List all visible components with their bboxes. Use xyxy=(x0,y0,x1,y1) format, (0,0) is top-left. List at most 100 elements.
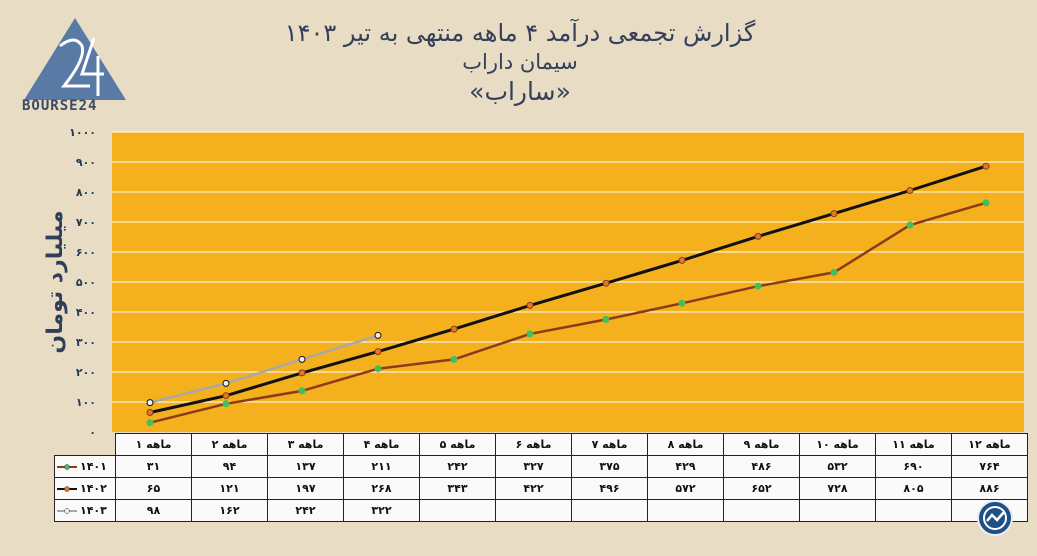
data-table: ۱ ماهه ۲ ماهه ۳ ماهه ۴ ماهه ۵ ماهه ۶ ماهه ۷ ما… xyxy=(54,433,1028,522)
y-tick-label: ۳۰۰ xyxy=(76,336,96,349)
data-label: ۷۲۸ xyxy=(799,477,876,500)
data-label: ۹۸ xyxy=(115,499,192,522)
y-tick-label: ۴۰۰ xyxy=(76,306,96,319)
y-tick-label: ۹۰۰ xyxy=(76,156,96,169)
category-label: ۱۲ ماهه xyxy=(951,433,1028,456)
data-point xyxy=(222,392,230,400)
category-label: ۹ ماهه xyxy=(723,433,800,456)
chart-title: گزارش تجمعی درآمد ۴ ماهه منتهی به تیر ۱۴… xyxy=(284,19,756,47)
series-points xyxy=(146,162,990,427)
y-tick-label: ۲۰۰ xyxy=(76,366,96,379)
data-point xyxy=(374,331,382,339)
category-label: ۸ ماهه xyxy=(647,433,724,456)
data-label: ۷۶۴ xyxy=(951,455,1028,478)
line-chart: ۰ ۱۰۰ ۲۰۰ ۳۰۰ ۴۰۰ ۵۰۰ ۶۰۰ ۷۰۰ ۸۰۰ ۹۰۰ ۱۰۰۰ میلیارد… xyxy=(43,126,1024,434)
data-point xyxy=(602,316,610,323)
category-label: ۲ ماهه xyxy=(191,433,268,456)
data-label: ۴۲۲ xyxy=(495,477,572,500)
category-label: ۱۰ ماهه xyxy=(799,433,876,456)
series-line-1 xyxy=(149,164,987,414)
data-label: ۵۳۲ xyxy=(799,455,876,478)
data-point xyxy=(678,299,686,307)
y-tick-label: ۵۰۰ xyxy=(76,276,96,289)
data-point xyxy=(754,282,762,290)
legend-key: ۱۴۰۳ xyxy=(54,499,116,522)
data-point xyxy=(526,330,534,338)
data-label xyxy=(799,499,876,522)
chart-titles: گزارش تجمعی درآمد ۴ ماهه منتهی به تیر ۱۴… xyxy=(180,18,860,108)
data-point xyxy=(450,325,458,333)
data-label xyxy=(723,499,800,522)
data-label: ۴۹۶ xyxy=(571,477,648,500)
legend-label: ۱۴۰۳ xyxy=(80,504,107,517)
data-point xyxy=(146,419,154,427)
table-row: ۱۴۰۱ ۳۱ ۹۴ ۱۳۷ ۲۱۱ ۲۴۲ ۳۲۷ ۳۷۵ ۴۲۹ ۴۸۶ ۵۳۲ ۶۹۰ ۷۶۴ xyxy=(54,455,1028,478)
data-point xyxy=(146,399,154,407)
data-label: ۸۰۵ xyxy=(875,477,952,500)
category-label: ۷ ماهه xyxy=(571,433,648,456)
data-label: ۶۹۰ xyxy=(875,455,952,478)
data-label xyxy=(647,499,724,522)
data-point xyxy=(602,279,610,287)
y-axis-label: میلیارد تومان xyxy=(43,210,68,353)
legend-swatch xyxy=(57,486,77,492)
logo-text: BOURSE24 xyxy=(22,98,98,114)
category-label: ۴ ماهه xyxy=(343,433,420,456)
data-label xyxy=(419,499,496,522)
y-tick-label: ۱۰۰ xyxy=(76,396,96,409)
grid-lines xyxy=(112,131,1024,403)
data-label: ۴۸۶ xyxy=(723,455,800,478)
legend-label: ۱۴۰۲ xyxy=(80,482,107,495)
data-label: ۲۶۸ xyxy=(343,477,420,500)
category-label: ۱ ماهه xyxy=(115,433,192,456)
series-line-2 xyxy=(149,334,379,404)
bourse24-logo xyxy=(20,16,130,120)
data-label: ۶۵۲ xyxy=(723,477,800,500)
legend-label: ۱۴۰۱ xyxy=(80,460,107,473)
data-label: ۲۱۱ xyxy=(343,455,420,478)
data-point xyxy=(222,379,230,387)
category-label: ۳ ماهه xyxy=(267,433,344,456)
data-point xyxy=(222,400,230,408)
data-label: ۱۶۲ xyxy=(191,499,268,522)
series-lines xyxy=(149,164,987,424)
data-label: ۳۷۵ xyxy=(571,455,648,478)
data-label: ۵۷۲ xyxy=(647,477,724,500)
data-label: ۸۸۶ xyxy=(951,477,1028,500)
legend-swatch xyxy=(57,508,77,514)
data-point xyxy=(982,162,990,170)
y-tick-label: ۸۰۰ xyxy=(76,186,96,199)
category-label: ۵ ماهه xyxy=(419,433,496,456)
data-point xyxy=(678,256,686,264)
data-label: ۳۱ xyxy=(115,455,192,478)
data-label xyxy=(495,499,572,522)
data-label: ۱۹۷ xyxy=(267,477,344,500)
company-name: سیمان داراب xyxy=(462,50,578,74)
category-label: ۶ ماهه xyxy=(495,433,572,456)
data-point xyxy=(298,355,306,363)
data-point xyxy=(982,199,990,207)
data-label: ۳۴۳ xyxy=(419,477,496,500)
data-point xyxy=(526,301,534,309)
data-point xyxy=(754,232,762,240)
y-tick-label: ۱۰۰۰ xyxy=(69,126,96,139)
data-label: ۳۲۷ xyxy=(495,455,572,478)
table-row: ۱۴۰۲ ۶۵ ۱۲۱ ۱۹۷ ۲۶۸ ۳۴۳ ۴۲۲ ۴۹۶ ۵۷۲ ۶۵۲ ۷۲۸ ۸۰۵ ۸۸۶ xyxy=(54,477,1028,500)
data-label xyxy=(571,499,648,522)
data-label: ۹۴ xyxy=(191,455,268,478)
data-label: ۱۲۱ xyxy=(191,477,268,500)
data-point xyxy=(298,387,306,395)
data-point xyxy=(374,348,382,356)
series-line-0 xyxy=(149,201,987,424)
table-row: ۱۴۰۳ ۹۸ ۱۶۲ ۲۴۲ ۳۲۲ xyxy=(54,499,1028,522)
data-point xyxy=(830,210,838,218)
logo-triangle-icon xyxy=(24,18,126,100)
data-point xyxy=(450,355,458,363)
chart-badge-icon xyxy=(977,500,1013,536)
data-point xyxy=(298,369,306,377)
data-point xyxy=(906,187,914,194)
y-tick-label: ۰ xyxy=(89,426,96,434)
category-label: ۱۱ ماهه xyxy=(875,433,952,456)
legend-key: ۱۴۰۲ xyxy=(54,477,116,500)
data-label: ۲۴۲ xyxy=(267,499,344,522)
